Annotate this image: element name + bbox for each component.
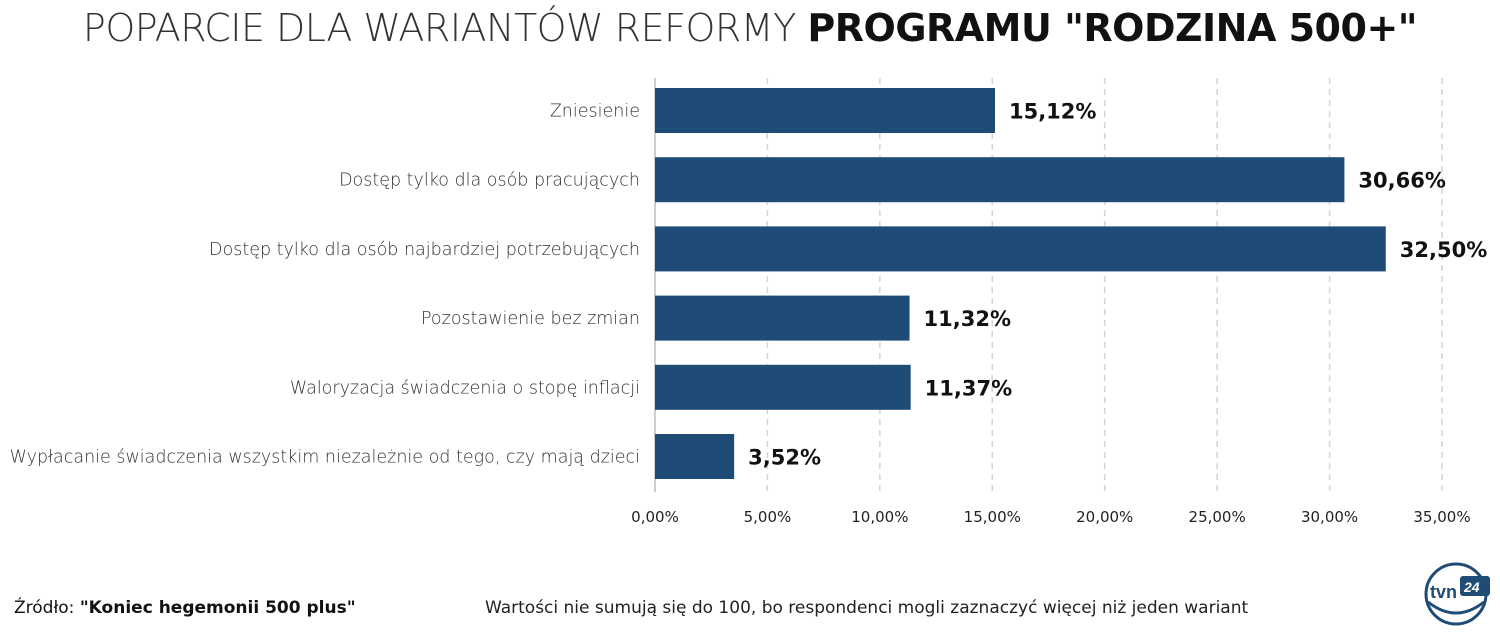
data-label-4: 11,37% [925, 376, 1012, 400]
x-tick-label-6: 30,00% [1301, 508, 1358, 526]
x-tick-label-2: 10,00% [851, 508, 908, 526]
x-tick-label-3: 15,00% [964, 508, 1021, 526]
svg-text:tvn: tvn [1430, 582, 1457, 602]
data-label-5: 3,52% [748, 446, 821, 470]
data-label-1: 30,66% [1358, 169, 1445, 193]
category-label-0: Zniesienie [550, 102, 640, 122]
category-label-4: Waloryzacja świadczenia o stopę inflacji [290, 378, 640, 398]
data-label-3: 11,32% [924, 307, 1011, 331]
bar-2 [655, 226, 1386, 272]
x-tick-label-0: 0,00% [631, 508, 679, 526]
category-label-1: Dostęp tylko dla osób pracujących [339, 171, 640, 191]
data-label-0: 15,12% [1009, 100, 1096, 124]
x-tick-label-4: 20,00% [1076, 508, 1133, 526]
bar-5 [655, 434, 735, 479]
source-line: Źródło: "Koniec hegemonii 500 plus" [14, 598, 356, 618]
category-label-3: Pozostawienie bez zmian [421, 309, 640, 329]
bar-4 [655, 364, 911, 410]
chart-title-bold: PROGRAMU "RODZINA 500+" [807, 6, 1418, 50]
category-label-2: Dostęp tylko dla osób najbardziej potrze… [209, 240, 640, 260]
category-label-5: Wypłacanie świadczenia wszystkim niezale… [10, 448, 640, 468]
bar-3 [655, 295, 910, 341]
source-name: "Koniec hegemonii 500 plus" [79, 598, 356, 618]
data-label-2: 32,50% [1400, 238, 1487, 262]
chart-title-light: POPARCIE DLA WARIANTÓW REFORMY [82, 6, 796, 50]
x-tick-label-1: 5,00% [744, 508, 792, 526]
bar-chart: 0,00% 5,00% 10,00% 15,00% 20,00% 25,00% 30,00%… [10, 78, 1487, 526]
x-tick-label-7: 35,00% [1413, 508, 1470, 526]
source-prefix: Źródło: [14, 598, 80, 618]
x-tick-label-5: 25,00% [1189, 508, 1246, 526]
footnote: Wartości nie sumują się do 100, bo respo… [485, 598, 1249, 618]
svg-text:24: 24 [1463, 579, 1480, 595]
bar-0 [655, 88, 995, 133]
bar-1 [655, 157, 1345, 203]
tvn24-logo-icon: tvn 24 [1424, 562, 1490, 626]
chart-title: POPARCIE DLA WARIANTÓW REFORMY PROGRAMU … [0, 6, 1500, 50]
